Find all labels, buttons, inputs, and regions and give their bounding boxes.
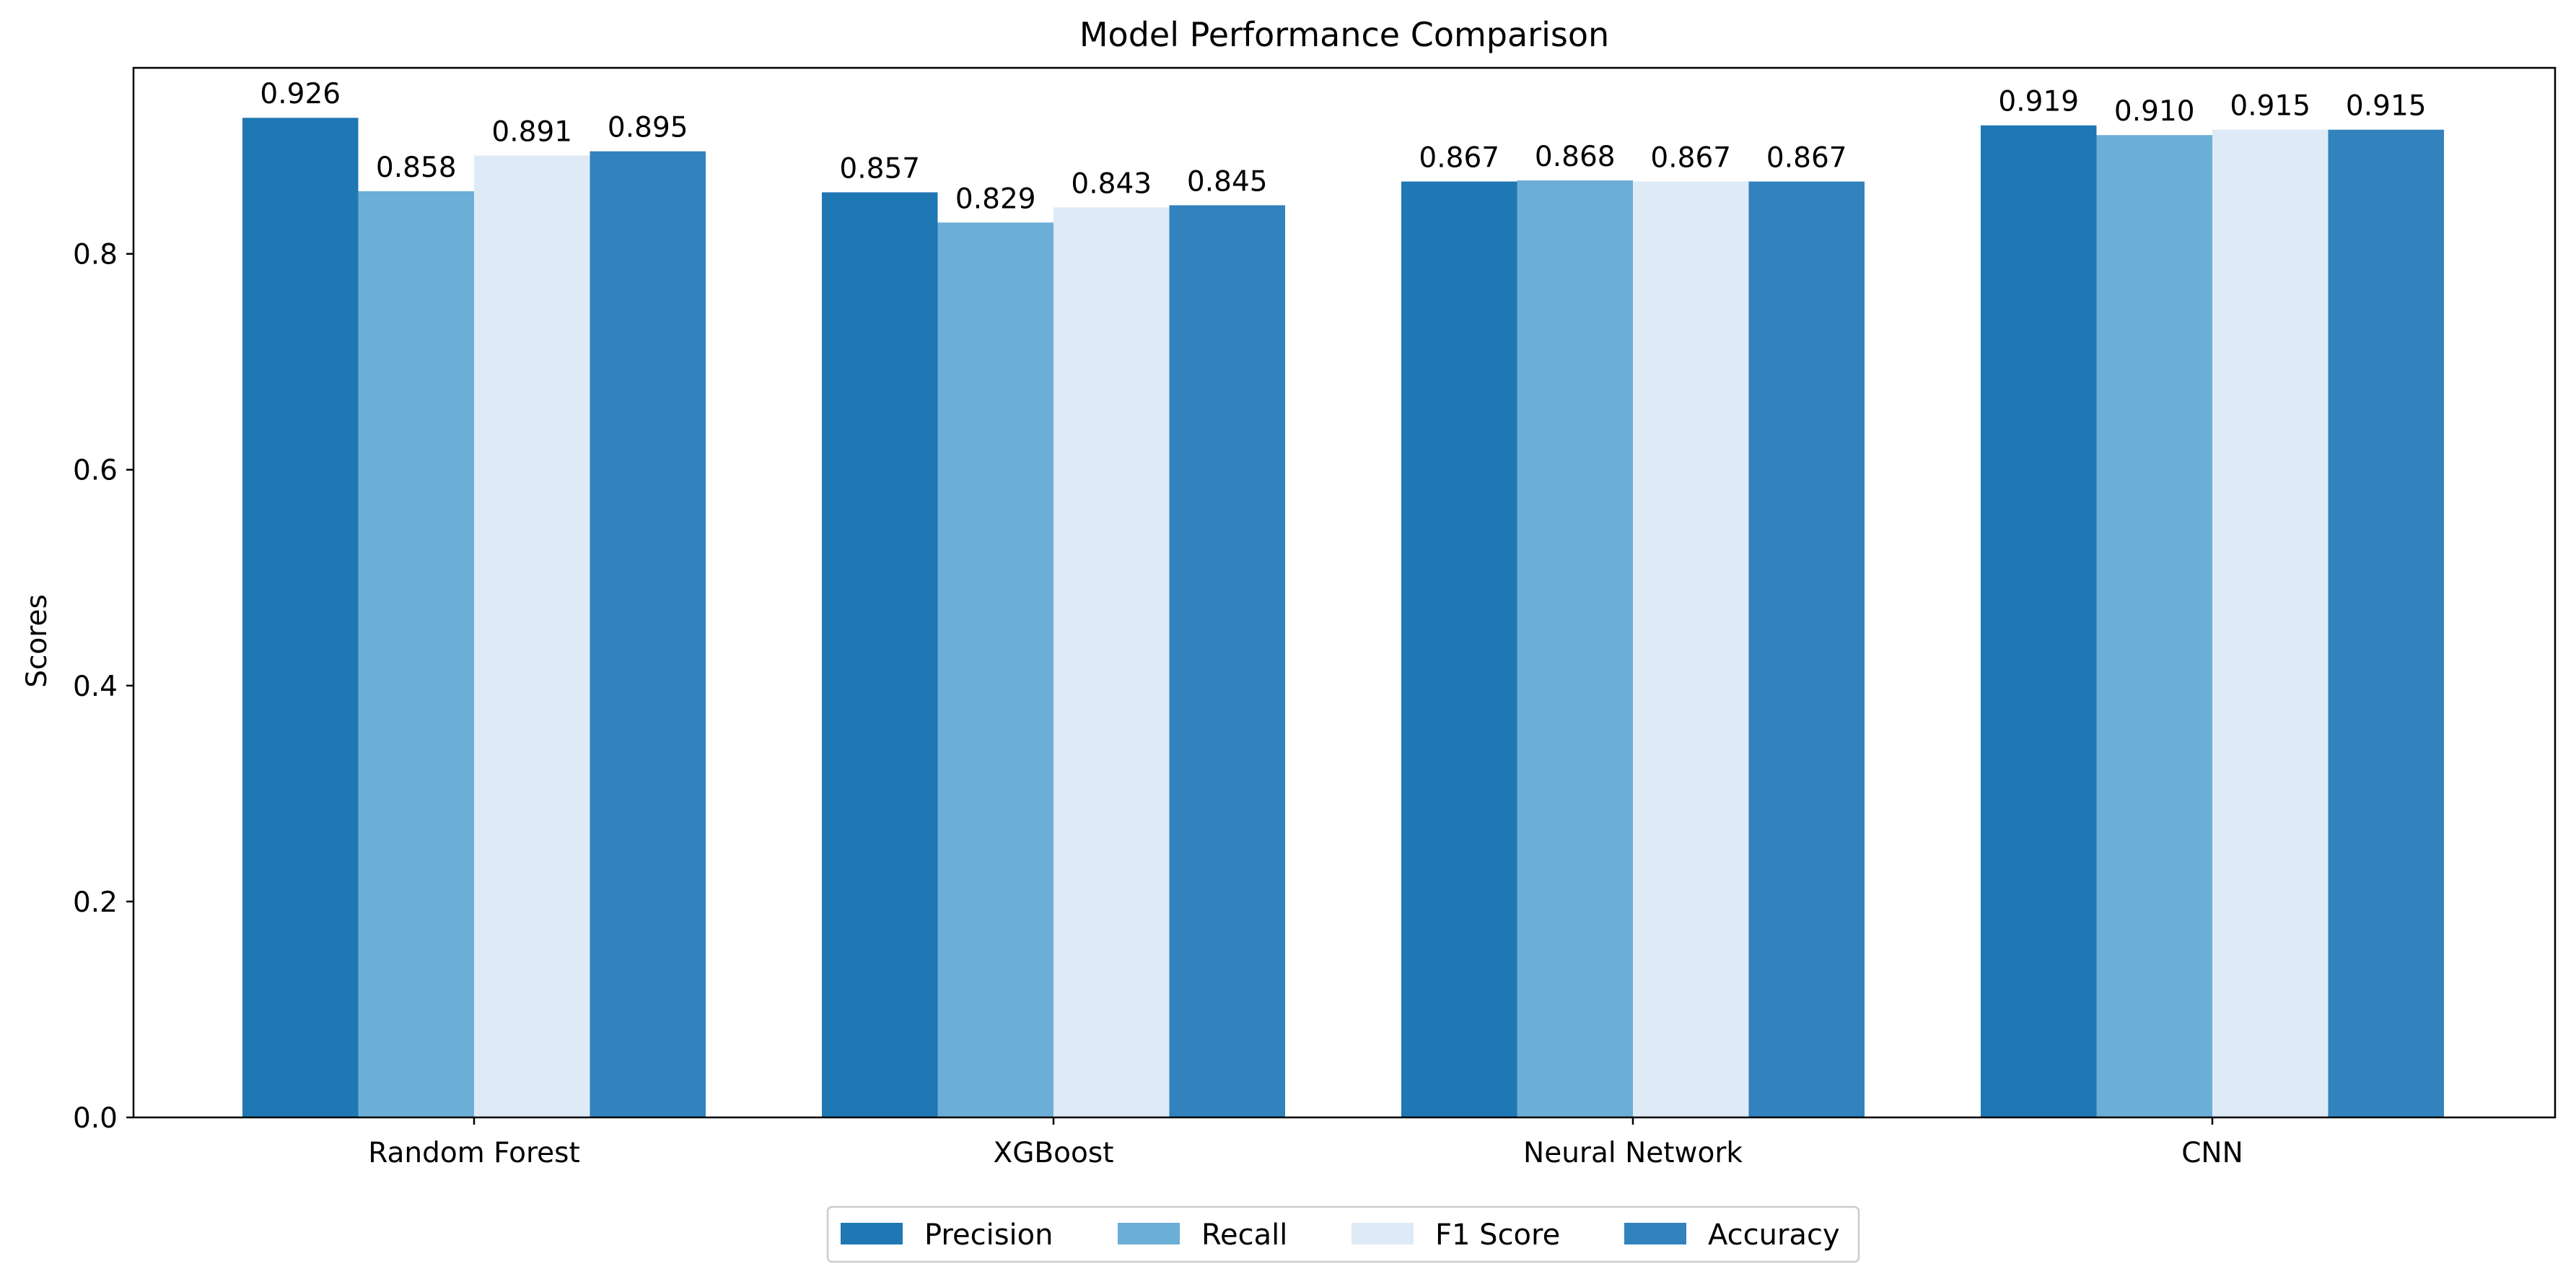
data-label: 0.926 [260, 78, 341, 110]
x-tick-label: Neural Network [1523, 1137, 1743, 1169]
bar-recall-2 [1517, 180, 1633, 1117]
legend-swatch [1351, 1223, 1414, 1244]
bar-recall-0 [358, 191, 474, 1117]
bar-accuracy-1 [1169, 205, 1285, 1117]
bar-precision-0 [242, 118, 359, 1118]
data-label: 0.919 [1998, 86, 2079, 118]
data-label: 0.857 [839, 152, 920, 185]
bar-accuracy-2 [1748, 181, 1865, 1118]
legend: Precision Recall F1 Score Accuracy [826, 1205, 1860, 1263]
data-label: 0.829 [955, 183, 1036, 215]
legend-swatch [841, 1223, 903, 1244]
data-label: 0.867 [1419, 141, 1499, 174]
chart-title: Model Performance Comparison [1079, 15, 1609, 54]
legend-swatch [1118, 1223, 1180, 1244]
legend-label: Recall [1201, 1218, 1287, 1252]
legend-label: F1 Score [1435, 1218, 1560, 1252]
legend-label: Accuracy [1708, 1218, 1840, 1252]
y-tick-label: 0.2 [73, 886, 118, 919]
x-tick-label: CNN [2181, 1137, 2243, 1169]
data-label: 0.867 [1650, 141, 1731, 174]
bar-precision-2 [1401, 181, 1517, 1118]
data-label: 0.915 [2346, 90, 2427, 123]
bar-precision-1 [822, 192, 938, 1117]
y-tick-label: 0.8 [73, 239, 118, 271]
data-label: 0.868 [1535, 141, 1616, 173]
data-label: 0.843 [1071, 167, 1152, 200]
bar-f1-score-0 [474, 155, 590, 1118]
data-label: 0.895 [608, 112, 688, 144]
y-axis-label: Scores [21, 594, 53, 688]
data-label: 0.915 [2230, 90, 2310, 123]
legend-box [826, 1205, 1860, 1263]
x-tick-label: XGBoost [993, 1137, 1113, 1169]
legend-label: Precision [924, 1218, 1053, 1252]
data-label: 0.867 [1766, 141, 1847, 174]
bar-f1-score-1 [1053, 207, 1170, 1118]
data-label: 0.845 [1187, 165, 1268, 198]
x-tick-label: Random Forest [368, 1137, 580, 1169]
y-tick-label: 0.6 [73, 455, 118, 487]
bar-accuracy-0 [590, 151, 706, 1118]
legend-swatch [1624, 1223, 1686, 1244]
data-label: 0.858 [376, 152, 457, 184]
bar-recall-3 [2096, 135, 2212, 1117]
y-tick-label: 0.0 [73, 1102, 118, 1135]
bar-precision-3 [1981, 125, 2097, 1117]
y-tick-label: 0.4 [73, 671, 118, 703]
bar-accuracy-3 [2328, 129, 2444, 1117]
axes-frame [132, 66, 2557, 1119]
bar-recall-1 [937, 222, 1053, 1117]
bar-f1-score-3 [2212, 129, 2329, 1117]
bar-f1-score-2 [1633, 181, 1749, 1118]
data-label: 0.910 [2114, 95, 2195, 128]
data-label: 0.891 [491, 116, 572, 149]
plot-area: 0.926 0.857 0.867 0.919 0.858 0.829 0.868 0.910… [73, 66, 2557, 1169]
